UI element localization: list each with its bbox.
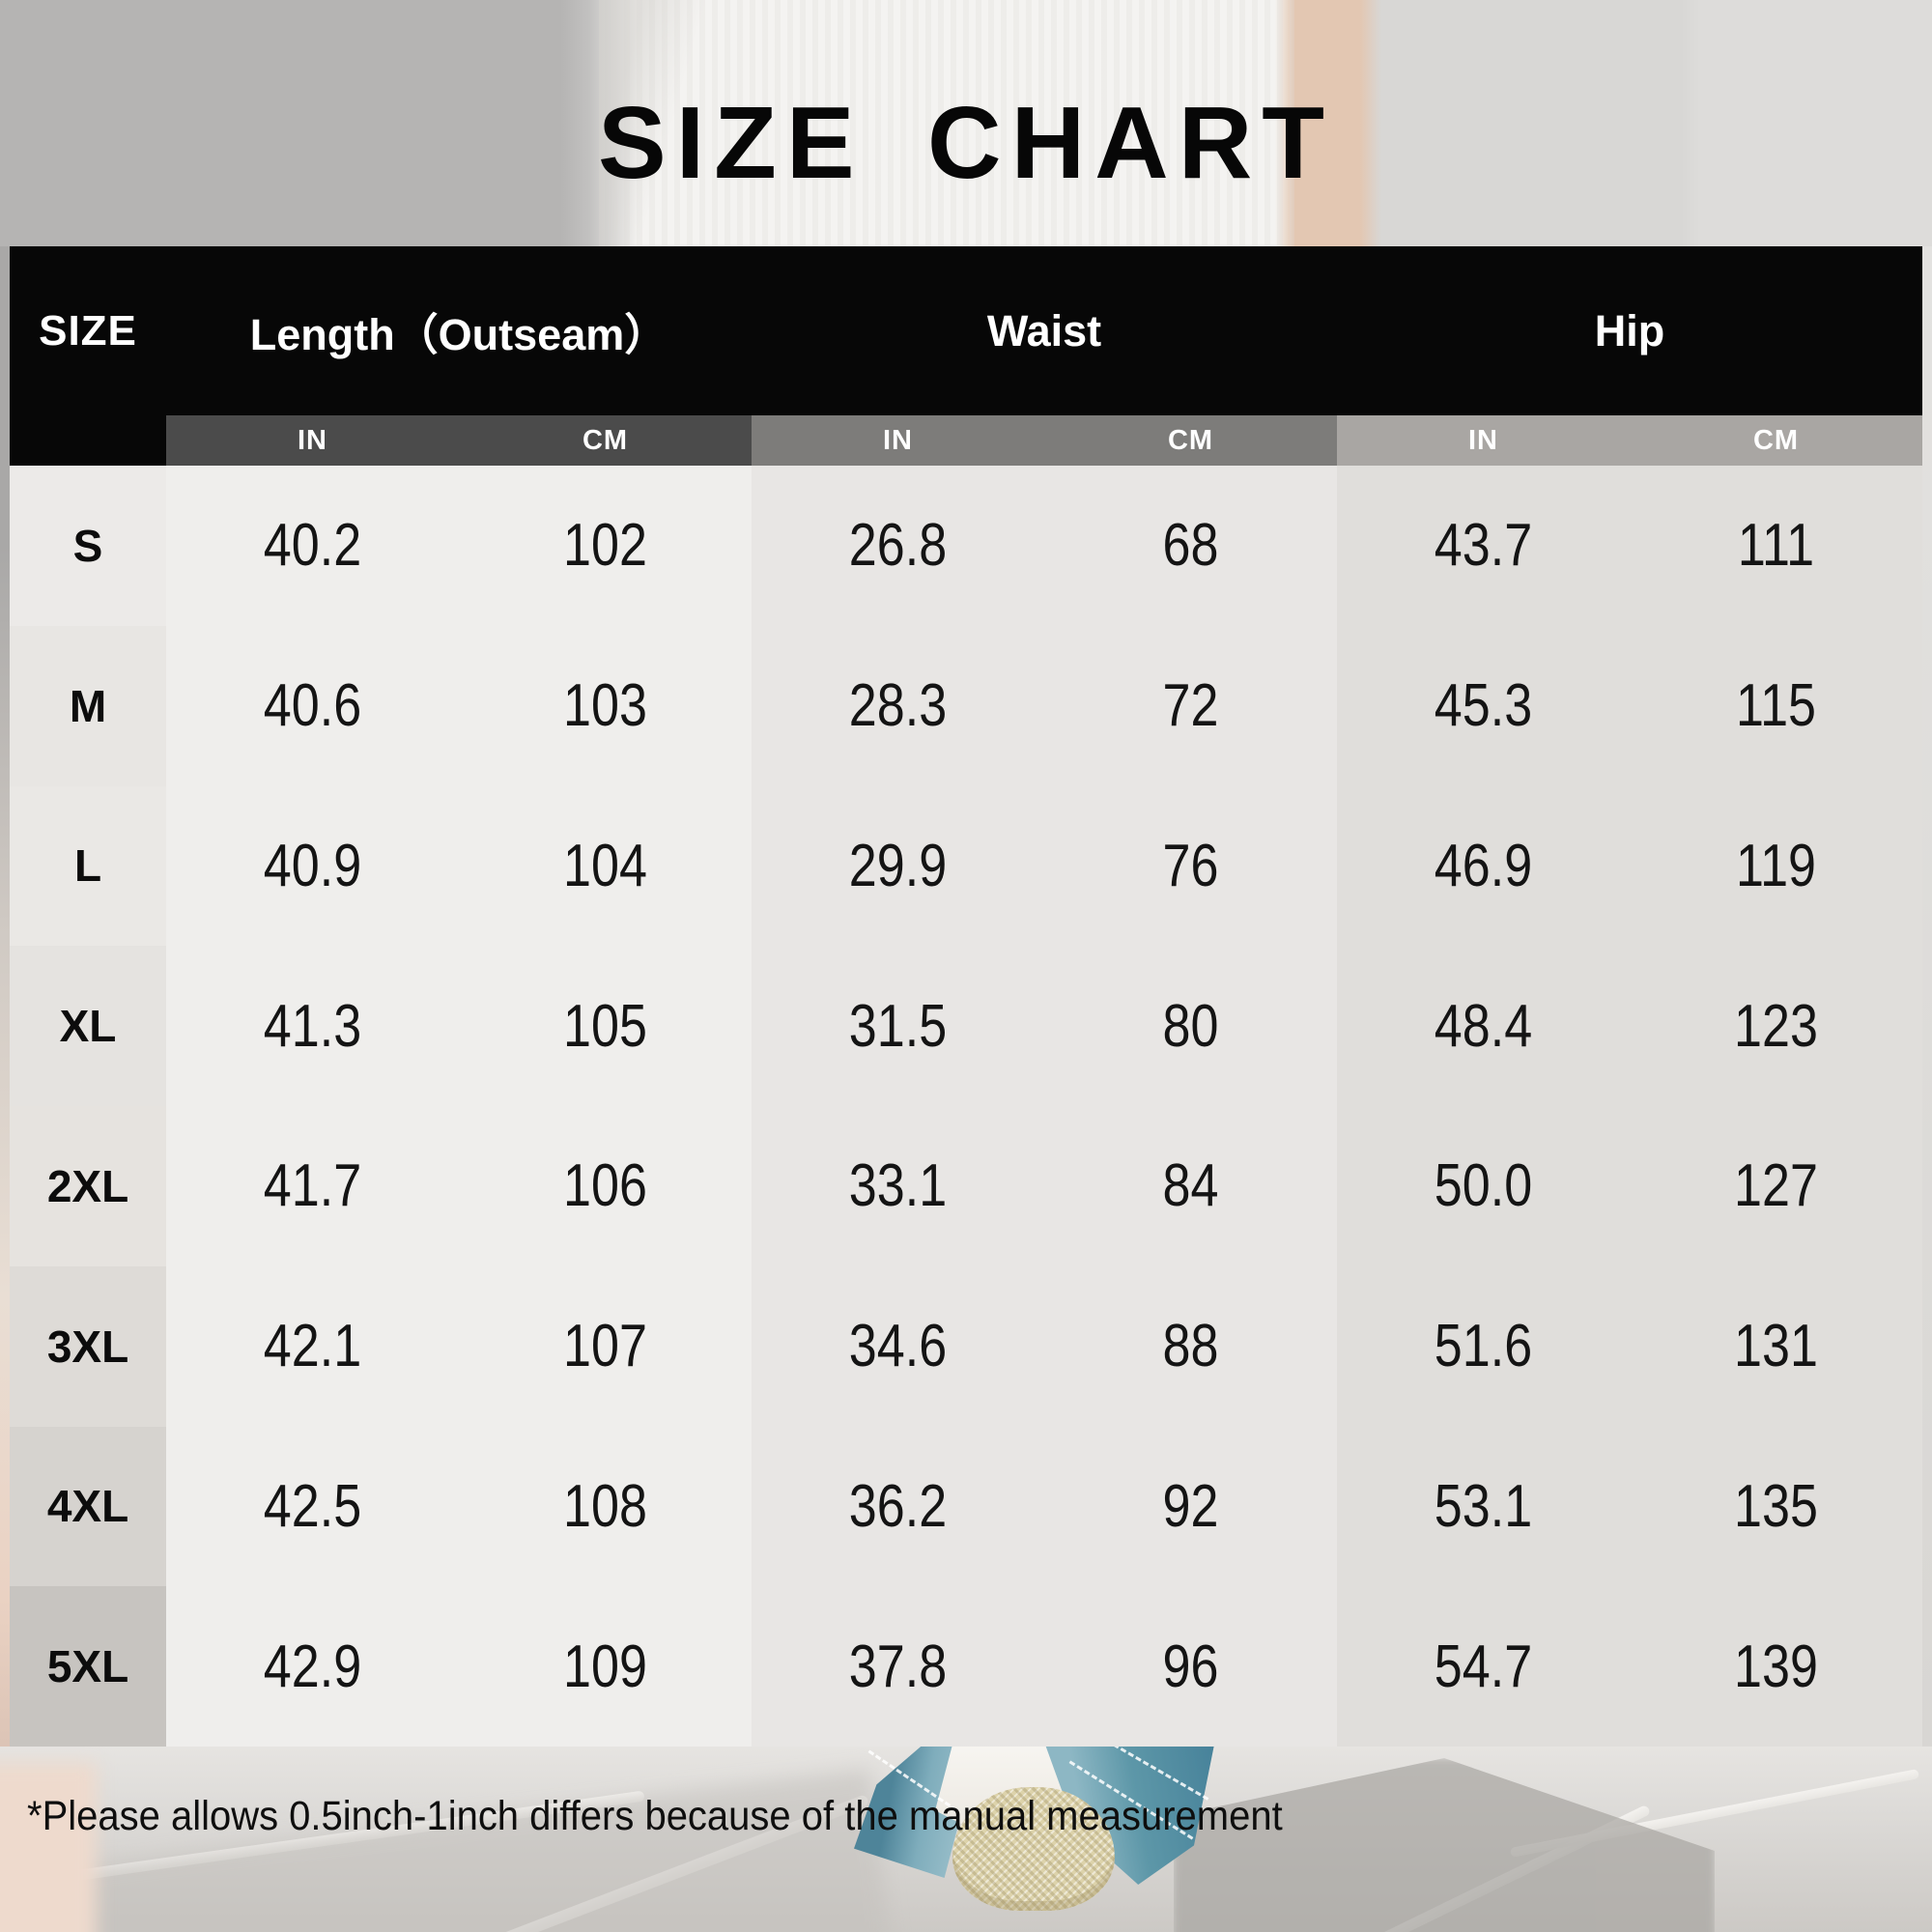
length-cm-value: 105: [563, 992, 647, 1060]
waist-in-value: 29.9: [848, 832, 948, 899]
size-table: SIZE Length（Outseam） Waist Hip IN CM IN …: [10, 246, 1922, 1747]
column-header-size: SIZE: [39, 306, 137, 355]
size-label: 5XL: [10, 1586, 166, 1747]
model-shoe: [952, 1787, 1115, 1911]
unit-header-waist-cm: CM: [1044, 415, 1337, 466]
unit-header-length-in: IN: [166, 415, 459, 466]
length-in-value: 42.5: [263, 1472, 362, 1540]
unit-header-waist-in: IN: [752, 415, 1044, 466]
waist-in-value: 36.2: [848, 1472, 948, 1540]
length-in-value: 40.9: [263, 832, 362, 899]
hip-cm-value: 119: [1735, 832, 1817, 899]
hip-in-value: 53.1: [1434, 1472, 1533, 1540]
waist-in-value: 33.1: [848, 1152, 948, 1220]
background-blur-object: [0, 1763, 97, 1932]
table-row: 4XL 42.5 108 36.2 92 53.1 135: [10, 1426, 1922, 1587]
table-row: L 40.9 104 29.9 76 46.9 119: [10, 785, 1922, 947]
hip-cm-value: 131: [1734, 1313, 1818, 1380]
table-row: S 40.2 102 26.8 68 43.7 111: [10, 466, 1922, 626]
unit-corner-cell: [10, 415, 166, 466]
hip-in-value: 50.0: [1434, 1152, 1533, 1220]
hip-in-value: 54.7: [1434, 1633, 1533, 1700]
waist-cm-value: 96: [1162, 1633, 1219, 1700]
hip-cm-value: 139: [1734, 1633, 1818, 1700]
hip-cm-value: 135: [1734, 1472, 1818, 1540]
length-in-value: 41.3: [263, 992, 362, 1060]
unit-header-row: IN CM IN CM IN CM: [10, 415, 1922, 466]
length-cm-value: 106: [563, 1152, 647, 1220]
length-cm-value: 107: [563, 1313, 647, 1380]
waist-in-value: 28.3: [848, 672, 948, 740]
hip-cm-value: 123: [1734, 992, 1818, 1060]
hip-in-value: 51.6: [1434, 1313, 1533, 1380]
size-label: S: [10, 466, 166, 626]
size-label: 3XL: [10, 1265, 166, 1427]
background-left-edge: [0, 246, 12, 1747]
column-header-hip: Hip: [1594, 305, 1665, 355]
model-top-fabric: [599, 0, 1294, 246]
size-label: L: [10, 785, 166, 947]
length-cm-value: 104: [563, 832, 647, 899]
size-label: 2XL: [10, 1106, 166, 1266]
waist-cm-value: 84: [1162, 1152, 1219, 1220]
length-in-value: 40.2: [263, 512, 362, 580]
column-header-waist: Waist: [986, 305, 1102, 355]
size-label: XL: [10, 946, 166, 1106]
hip-cm-value: 115: [1735, 672, 1817, 740]
length-cm-value: 109: [563, 1633, 647, 1700]
hip-in-value: 43.7: [1434, 512, 1533, 580]
table-header-row: SIZE Length（Outseam） Waist Hip: [10, 246, 1922, 415]
waist-in-value: 34.6: [848, 1313, 948, 1380]
hip-in-value: 48.4: [1434, 992, 1533, 1060]
waist-cm-value: 92: [1162, 1472, 1219, 1540]
waist-cm-value: 88: [1162, 1313, 1219, 1380]
table-row: 3XL 42.1 107 34.6 88 51.6 131: [10, 1265, 1922, 1427]
hip-in-value: 46.9: [1434, 832, 1533, 899]
waist-cm-value: 72: [1162, 672, 1219, 740]
table-row: XL 41.3 105 31.5 80 48.4 123: [10, 946, 1922, 1106]
table-row: M 40.6 103 28.3 72 45.3 115: [10, 625, 1922, 786]
unit-header-hip-cm: CM: [1630, 415, 1922, 466]
waist-cm-value: 68: [1162, 512, 1219, 580]
footnote: *Please allows 0.5inch-1inch differs bec…: [27, 1793, 1283, 1839]
size-label: M: [10, 625, 166, 786]
length-cm-value: 102: [563, 512, 647, 580]
length-in-value: 42.1: [263, 1313, 362, 1380]
length-cm-value: 108: [563, 1472, 647, 1540]
hip-in-value: 45.3: [1434, 672, 1533, 740]
waist-cm-value: 80: [1162, 992, 1219, 1060]
table-row: 2XL 41.7 106 33.1 84 50.0 127: [10, 1106, 1922, 1266]
background-right-edge: [1920, 246, 1932, 1747]
size-label: 4XL: [10, 1426, 166, 1587]
column-header-length: Length（Outseam）: [249, 310, 668, 359]
length-in-value: 40.6: [263, 672, 362, 740]
hip-cm-value: 111: [1737, 512, 1815, 580]
waist-in-value: 26.8: [848, 512, 948, 580]
table-body: S 40.2 102 26.8 68 43.7 111 M 40.6 103 2…: [10, 466, 1922, 1747]
length-in-value: 41.7: [263, 1152, 362, 1220]
page-title: SIZE CHART: [598, 86, 1334, 200]
table-row: 5XL 42.9 109 37.8 96 54.7 139: [10, 1586, 1922, 1747]
unit-header-hip-in: IN: [1337, 415, 1630, 466]
unit-header-length-cm: CM: [459, 415, 752, 466]
length-cm-value: 103: [563, 672, 647, 740]
hip-cm-value: 127: [1734, 1152, 1818, 1220]
waist-in-value: 37.8: [848, 1633, 948, 1700]
waist-cm-value: 76: [1162, 832, 1219, 899]
waist-in-value: 31.5: [848, 992, 948, 1060]
length-in-value: 42.9: [263, 1633, 362, 1700]
